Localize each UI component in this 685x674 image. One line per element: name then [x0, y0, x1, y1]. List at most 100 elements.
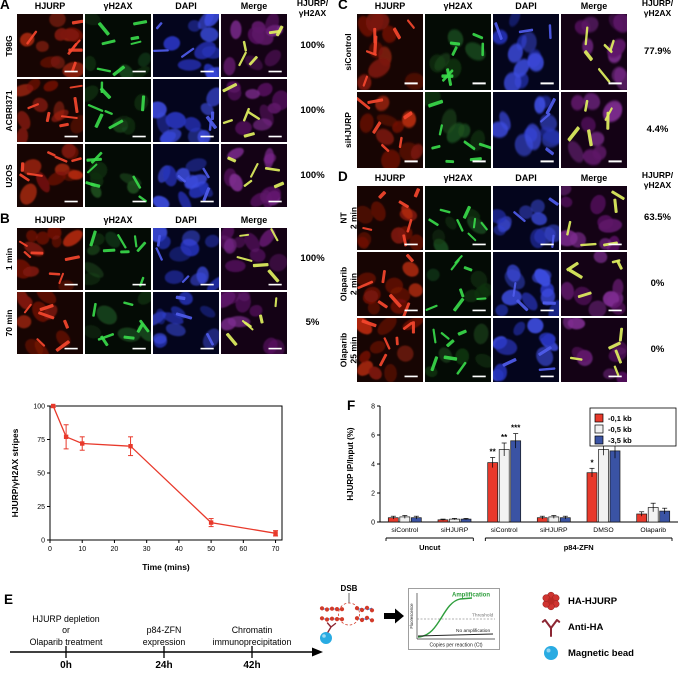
- micrograph-green: [85, 292, 151, 354]
- legend-label-anti-ha: Anti-HA: [568, 621, 604, 633]
- micrograph-blue: [153, 144, 219, 207]
- micrograph-tile-dapi: [153, 14, 219, 77]
- row-label-line: U2OS: [3, 163, 14, 188]
- column-header-dapi: DAPI: [175, 1, 197, 11]
- row-label-d-0: NT 2 min: [338, 186, 358, 250]
- micrograph-red: [17, 14, 83, 77]
- stripe-percentage: 4.4%: [646, 124, 669, 135]
- micrograph-tile-hjurp: [357, 92, 423, 168]
- step-line: immunoprecipitation: [212, 636, 292, 647]
- group-bracket-label: Uncut: [419, 543, 441, 552]
- ratio-header-line: γH2AX: [643, 179, 672, 190]
- legend-label-ha-hjurp: HA-HJURP: [568, 595, 618, 607]
- bar: [510, 440, 522, 523]
- antibody-icon: [541, 619, 561, 637]
- micrograph-blue: [493, 186, 559, 250]
- x-tick-label: 30: [143, 546, 151, 553]
- stripe-percentage: 100%: [300, 40, 325, 51]
- micrograph-blue: [493, 252, 559, 316]
- row-label-b-1: 70 min: [2, 292, 17, 354]
- micrograph-tile-dapi: [153, 292, 219, 354]
- qpcr-y-label: Fluorescence: [409, 603, 414, 629]
- micrograph-tile-merge: [221, 14, 287, 77]
- arrow-icon: [384, 608, 404, 624]
- micrograph-tile-dapi: [493, 92, 559, 168]
- micrograph-tile-gamma-h2ax: [85, 144, 151, 207]
- micrograph-green: [425, 186, 491, 250]
- micrograph-tile-hjurp: [17, 228, 83, 290]
- step-line: or: [62, 625, 70, 636]
- ratio-header-line: HJURP/: [641, 0, 674, 8]
- row-label-text: T98G: [4, 35, 15, 56]
- micrograph-merge: [561, 14, 627, 90]
- y-tick-label: 25: [37, 504, 45, 511]
- row-label-a-0: T98G: [2, 14, 17, 77]
- legend-swatch: [594, 435, 604, 445]
- time-0h: 0h: [60, 660, 72, 671]
- panel-e: E HJURP depletion or Olaparib treatment …: [0, 578, 685, 674]
- micrograph-tile-merge: [561, 318, 627, 382]
- micrograph-merge: [561, 92, 627, 168]
- qpcr-plot-slot: Amplification Threshold No amplification Co…: [408, 588, 500, 655]
- micrograph-merge: [561, 318, 627, 382]
- micrograph-red: [17, 228, 83, 290]
- micrograph-tile-dapi: [153, 228, 219, 290]
- column-header-hjurp: HJURP: [374, 1, 406, 11]
- row-label-b-0: 1 min: [2, 228, 17, 290]
- column-header-gamma-h2ax: γH2AX: [103, 1, 133, 11]
- data-point: [208, 520, 214, 525]
- x-tick-label: 0: [48, 546, 52, 553]
- stripe-percentage: 63.5%: [644, 212, 671, 223]
- micrograph-tile-merge: [561, 92, 627, 168]
- row-label-line: 1 min: [3, 247, 14, 271]
- micrograph-red: [17, 79, 83, 142]
- line-chart: 0 25 50 75 100 0 10 20 30 40 50 60 70 Time (mins) HJUR…: [6, 396, 296, 574]
- column-header-merge: Merge: [240, 215, 268, 225]
- micrograph-blue: [153, 14, 219, 77]
- x-tick-label: 50: [207, 546, 215, 553]
- legend-swatch: [594, 424, 604, 434]
- magnetic-bead-icon: [544, 646, 558, 660]
- y-tick-label: 6: [371, 433, 375, 440]
- micrograph-tile-dapi: [493, 252, 559, 316]
- micrograph-merge: [221, 292, 287, 354]
- micrograph-blue: [153, 228, 219, 290]
- column-header-dapi: DAPI: [175, 215, 197, 225]
- micrograph-green: [85, 144, 151, 207]
- column-header-dapi: DAPI: [515, 1, 537, 11]
- micrograph-tile-gamma-h2ax: [425, 186, 491, 250]
- legend-entry: -0,5 kb: [608, 425, 632, 434]
- panel-d: D HJURP γH2AX DAPI Merge HJURP/γH2AX NT 2 min 63…: [337, 169, 685, 384]
- column-header-merge: Merge: [580, 1, 608, 11]
- legend-label-magnetic-bead: Magnetic bead: [568, 647, 634, 659]
- legend-item-ha-hjurp: HA-HJURP: [540, 590, 617, 612]
- time-24h: 24h: [155, 660, 173, 671]
- x-tick-label: 70: [272, 546, 280, 553]
- data-point: [273, 531, 278, 536]
- micrograph-tile-dapi: [493, 318, 559, 382]
- qpcr-plot: Amplification Threshold No amplification Co…: [408, 588, 500, 650]
- y-tick-label: 0: [371, 520, 375, 527]
- dsb-diagram-slot: DSB: [316, 582, 380, 653]
- row-label-text: 70 min: [4, 310, 15, 337]
- row-label-line: ACBRI371: [3, 89, 14, 132]
- micrograph-tile-merge: [221, 144, 287, 207]
- row-label-text: 1 min: [3, 247, 15, 271]
- row-label-line: Olaparib: [337, 332, 348, 368]
- ratio-column-header: HJURP/γH2AX: [290, 0, 335, 18]
- stripe-percentage: 100%: [300, 170, 325, 181]
- threshold-label: Threshold: [472, 613, 494, 619]
- micrograph-tile-hjurp: [357, 252, 423, 316]
- legend-item-magnetic-bead: Magnetic bead: [540, 642, 634, 664]
- panel-e-letter: E: [4, 592, 14, 607]
- row-label-text: U2OS: [3, 163, 15, 188]
- panel-c-letter: C: [338, 0, 348, 12]
- ratio-column-header: HJURP/γH2AX: [630, 0, 685, 18]
- micrograph-tile-merge: [221, 79, 287, 142]
- micrograph-tile-dapi: [153, 79, 219, 142]
- micrograph-tile-hjurp: [17, 292, 83, 354]
- column-header-gamma-h2ax: γH2AX: [103, 215, 133, 225]
- row-label-a-2: U2OS: [2, 144, 17, 207]
- category-label: siControl: [391, 527, 418, 534]
